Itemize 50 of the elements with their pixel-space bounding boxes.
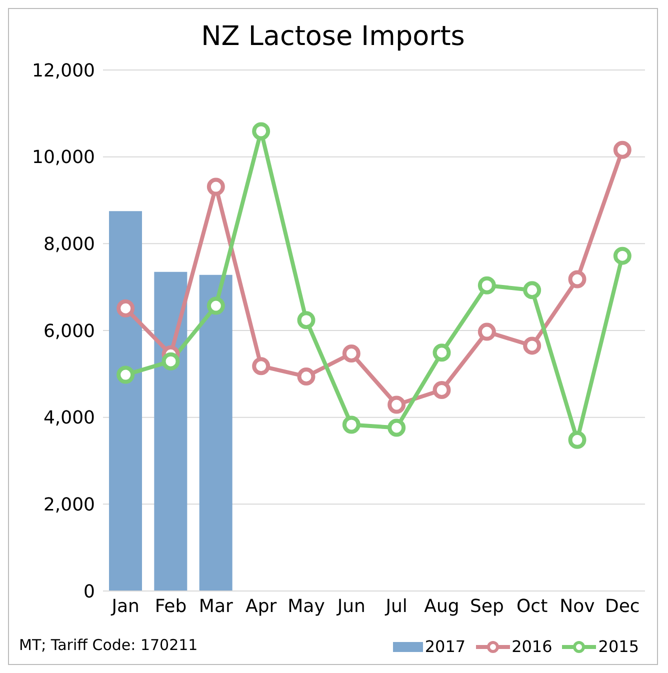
point (252, 122, 270, 140)
point (342, 344, 360, 363)
point (568, 430, 586, 449)
point (388, 396, 406, 414)
text: MT; Tariff Code: 170211 (19, 636, 198, 654)
bar (154, 272, 188, 591)
point (116, 366, 135, 384)
point (523, 281, 542, 300)
x-tick-label: Aug (424, 596, 460, 617)
point (116, 299, 135, 318)
x-tick-label: May (288, 596, 326, 617)
x-tick-label: Jul (384, 596, 408, 617)
point (342, 416, 360, 434)
bar (199, 274, 232, 591)
x-tick-label: Nov (560, 596, 596, 617)
x-tick-label: Dec (604, 596, 640, 617)
point (162, 352, 180, 370)
y-tick-label: 4,000 (43, 408, 95, 429)
x-tick-label: Feb (154, 596, 187, 617)
y-tick-label: 12,000 (32, 60, 95, 82)
point (478, 276, 496, 294)
chart-title: NZ Lactose Imports (200, 21, 466, 52)
y-tick-label: 10,000 (32, 147, 95, 168)
point (432, 380, 451, 399)
point (478, 322, 496, 341)
point (297, 368, 316, 386)
legend-label: 2017 (424, 637, 466, 656)
point (613, 140, 632, 159)
legend-label: 2016 (512, 637, 552, 656)
y-tick-label: 0 (84, 581, 95, 602)
y-tick-label: 8,000 (43, 234, 95, 256)
y-tick-label: 6,000 (43, 320, 95, 342)
point (206, 296, 225, 315)
legend-label: 2015 (598, 637, 639, 656)
x-tick-label: Apr (246, 596, 278, 617)
point (206, 178, 225, 196)
x-tick-label: Jan (110, 596, 140, 617)
point (252, 357, 270, 376)
point (613, 246, 632, 265)
x-tick-label: Oct (516, 596, 548, 617)
x-tick-label: Jun (336, 596, 366, 617)
x-tick-label: Sep (470, 596, 504, 617)
point (523, 336, 542, 355)
bar (109, 211, 142, 591)
x-tick-label: Mar (198, 596, 234, 617)
point (432, 344, 451, 362)
point (297, 311, 316, 330)
point (568, 270, 586, 288)
point (388, 418, 406, 437)
y-tick-label: 2,000 (43, 494, 95, 516)
